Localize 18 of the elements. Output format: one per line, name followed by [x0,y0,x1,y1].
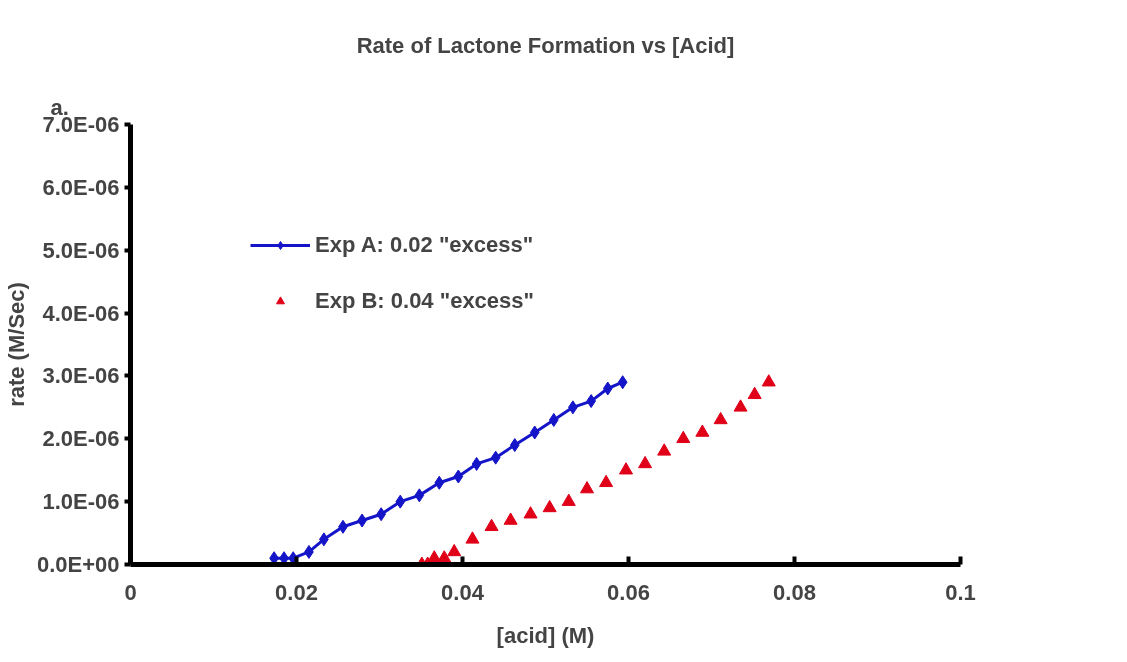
y-tick-label: 3.0E-06 [42,363,120,389]
x-tick-label: 0 [124,579,137,605]
x-tick-label: 0.08 [773,579,816,605]
legend-label: Exp B: 0.04 "excess" [315,288,534,314]
y-tick-label: 5.0E-06 [42,237,120,263]
x-tick-label: 0.1 [945,579,976,605]
x-tick-label: 0.06 [607,579,650,605]
x-axis-title: [acid] (M) [496,622,595,648]
legend-label: Exp A: 0.02 "excess" [315,232,534,258]
y-tick-label: 1.0E-06 [42,489,120,515]
y-tick-label: 0.0E+00 [36,552,120,577]
x-tick-label: 0.02 [275,579,318,605]
y-tick-label: 2.0E-06 [42,426,120,452]
y-axis-title: rate (M/Sec) [3,282,29,407]
y-tick-label: 6.0E-06 [42,174,120,200]
chart-title: Rate of Lactone Formation vs [Acid] [356,32,735,58]
x-tick-label: 0.04 [441,579,485,605]
y-tick-label: 4.0E-06 [42,300,120,326]
